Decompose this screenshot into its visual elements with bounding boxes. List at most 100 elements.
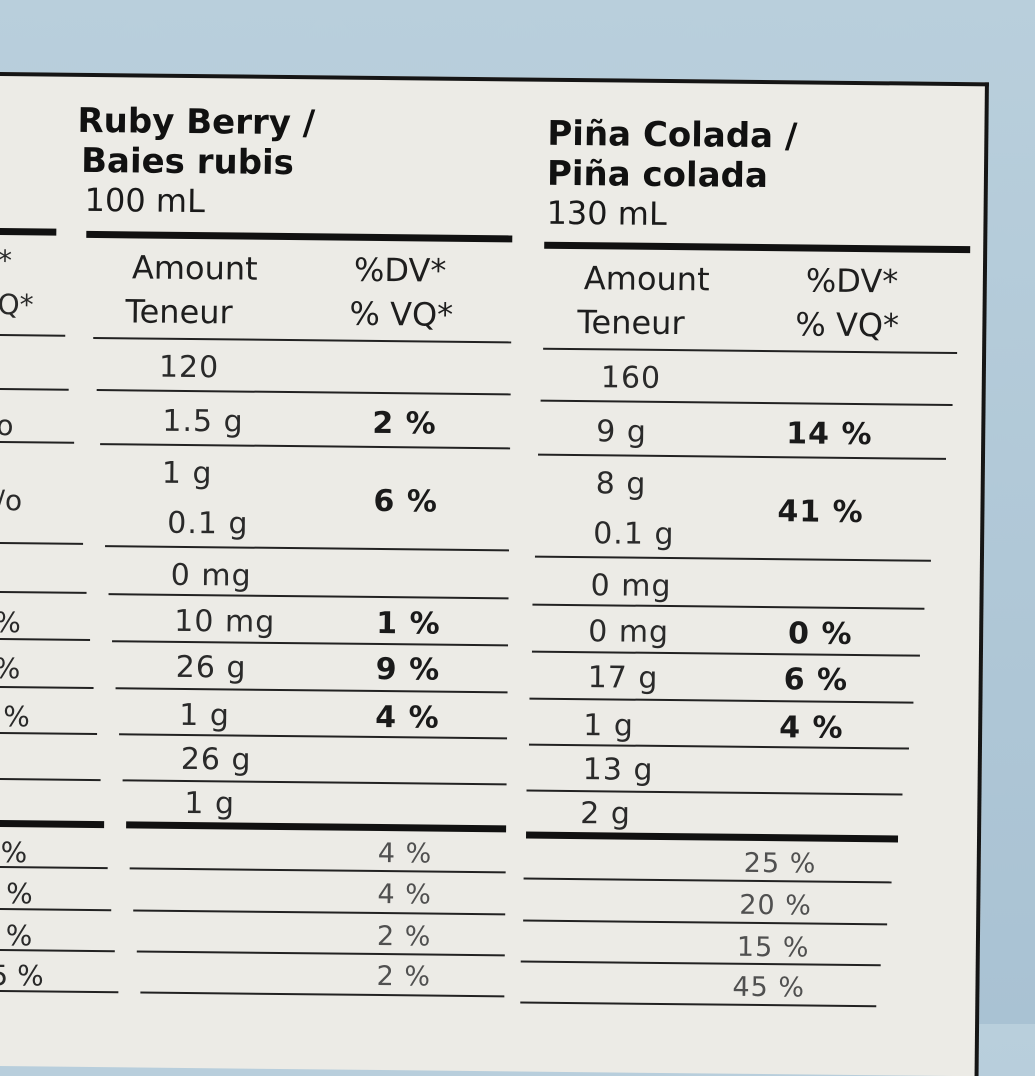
divider	[0, 227, 57, 236]
divider	[544, 241, 971, 254]
edge-fragment: %	[3, 700, 31, 734]
amount-protein: 1 g	[184, 785, 236, 822]
divider	[108, 593, 509, 600]
amount-sodium: 0 mg	[587, 614, 670, 651]
divider	[540, 399, 953, 406]
amount-fibre: 1 g	[179, 697, 231, 734]
edge-fragment: 0 %	[0, 836, 28, 870]
amount-protein: 2 g	[580, 796, 632, 832]
dv-saturated-trans: 6 %	[373, 483, 439, 520]
dv-fibre: 4 %	[778, 710, 844, 746]
divider	[0, 989, 119, 994]
divider	[0, 541, 84, 545]
vitamin-value: 20 %	[739, 889, 813, 922]
nutrition-facts-panel: * Q* o /o % % % 0 % 4 % 0 % 15 % Ruby Be…	[0, 72, 989, 1076]
divider	[0, 731, 98, 736]
dv-header-fr: % VQ*	[795, 305, 900, 345]
vitamin-value: 45 %	[732, 971, 806, 1004]
divider	[529, 697, 914, 704]
edge-fragment: 4 %	[0, 877, 33, 911]
amount-sugars: 13 g	[582, 752, 654, 788]
serving-size: 100 mL	[84, 180, 206, 221]
amount-trans: 0.1 g	[167, 505, 249, 542]
divider	[0, 777, 101, 782]
divider	[532, 603, 925, 610]
amount-saturated: 8 g	[595, 466, 647, 502]
dv-header: %DV*	[805, 261, 899, 301]
divider	[115, 687, 508, 694]
vitamin-value: 2 %	[376, 960, 432, 993]
amount-fibre: 1 g	[583, 708, 635, 744]
divider	[0, 387, 69, 391]
product-title: Piña Colada /	[547, 113, 798, 157]
vitamin-value: 4 %	[377, 878, 432, 911]
divider	[523, 877, 892, 884]
edge-fragment: %	[0, 651, 21, 686]
divider	[93, 336, 512, 344]
dv-fibre: 4 %	[375, 699, 440, 736]
divider	[543, 347, 958, 355]
product-title: Ruby Berry /	[77, 100, 316, 144]
edge-fragment: /o	[0, 483, 23, 518]
divider	[0, 685, 94, 690]
dv-carbohydrate: 9 %	[375, 651, 441, 688]
edge-fragment: %	[0, 605, 22, 640]
divider	[520, 960, 881, 967]
divider	[136, 950, 505, 957]
divider	[112, 640, 509, 647]
amount-carbohydrate: 17 g	[587, 660, 659, 696]
divider	[129, 867, 506, 874]
divider	[526, 789, 903, 796]
column-ruby-berry: Ruby Berry / Baies rubis 100 mL Amount T…	[0, 76, 985, 998]
divider	[531, 650, 920, 657]
vitamin-value: 15 %	[736, 931, 810, 964]
divider	[86, 230, 513, 243]
edge-fragment: *	[0, 243, 13, 278]
product-title-fr: Piña colada	[546, 153, 769, 197]
amount-header-fr: Teneur	[125, 292, 233, 332]
dv-saturated-trans: 41 %	[777, 494, 864, 531]
amount-carbohydrate: 26 g	[175, 649, 247, 686]
divider	[528, 743, 909, 750]
dv-carbohydrate: 6 %	[783, 662, 849, 698]
edge-fragment: o	[0, 408, 14, 443]
divider	[0, 590, 87, 594]
edge-fragment: 15 %	[0, 958, 44, 993]
dv-sodium: 0 %	[787, 616, 853, 652]
divider	[96, 389, 511, 396]
divider	[0, 637, 91, 641]
dv-header-fr: % VQ*	[349, 294, 454, 334]
divider	[538, 453, 947, 460]
dv-fat: 2 %	[372, 405, 437, 442]
vitamin-value: 2 %	[376, 920, 432, 953]
amount-cholesterol: 0 mg	[170, 557, 252, 594]
column-pina-colada: Piña Colada / Piña colada 130 mL Amount …	[0, 76, 985, 1008]
vitamin-value: 4 %	[377, 838, 433, 870]
edge-fragment: Q*	[0, 287, 34, 322]
divider	[0, 333, 66, 337]
vitamin-value: 25 %	[743, 847, 817, 880]
amount-sugars: 26 g	[180, 741, 252, 778]
amount-header: Amount	[131, 248, 258, 288]
divider	[133, 909, 506, 916]
product-title-fr: Baies rubis	[80, 140, 295, 184]
divider	[0, 440, 75, 444]
divider	[523, 919, 888, 926]
amount-header: Amount	[583, 259, 710, 299]
amount-calories: 120	[158, 349, 220, 386]
divider	[534, 555, 931, 562]
divider	[0, 819, 105, 829]
left-edge-column: * Q* o /o % % % 0 % 4 % 0 % 15 %	[0, 76, 985, 994]
amount-header-fr: Teneur	[577, 303, 685, 343]
divider	[526, 831, 899, 843]
amount-trans: 0.1 g	[593, 516, 675, 553]
divider	[122, 779, 507, 786]
divider	[0, 907, 112, 912]
amount-cholesterol: 0 mg	[590, 568, 672, 605]
divider	[140, 991, 505, 998]
amount-calories: 160	[600, 360, 662, 396]
divider	[119, 733, 508, 740]
serving-size: 130 mL	[546, 193, 667, 233]
amount-fat: 1.5 g	[162, 403, 244, 440]
divider	[126, 821, 507, 833]
